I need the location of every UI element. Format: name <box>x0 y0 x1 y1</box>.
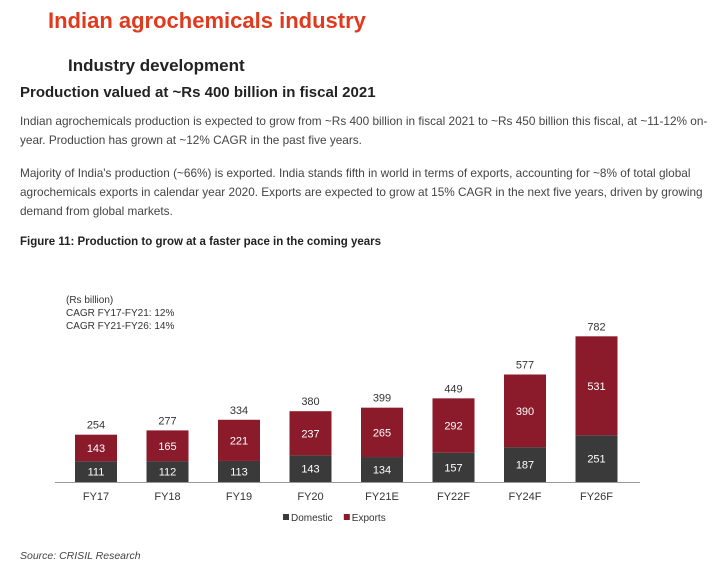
bar-domestic-fy24f <box>504 447 546 482</box>
data-label-exports: 292 <box>444 421 462 433</box>
x-tick-label: FY22F <box>437 491 470 503</box>
data-label-domestic: 111 <box>88 467 105 479</box>
data-label-domestic: 113 <box>230 466 248 478</box>
data-label-exports: 143 <box>87 443 105 455</box>
chart-unit-note: (Rs billion) <box>66 295 114 306</box>
x-tick-label: FY17 <box>83 491 109 503</box>
data-label-total: 577 <box>516 360 534 372</box>
bar-exports-fy22f <box>432 398 475 453</box>
data-label-exports: 221 <box>230 435 248 447</box>
legend-label-exports: Exports <box>352 513 386 524</box>
x-tick-label: FY24F <box>508 491 541 503</box>
data-label-exports: 165 <box>158 441 176 453</box>
bar-domestic-fy26f <box>575 435 618 482</box>
data-label-total: 380 <box>301 396 319 408</box>
data-label-total: 254 <box>87 420 105 432</box>
data-label-domestic: 251 <box>587 454 605 466</box>
paragraph-exports: Majority of India's production (~66%) is… <box>20 166 703 218</box>
x-tick-label: FY19 <box>226 491 252 503</box>
legend-swatch-exports <box>343 514 350 520</box>
chart-cagr-note-2: CAGR FY21-FY26: 14% <box>66 321 175 332</box>
legend-swatch-domestic <box>283 514 289 520</box>
legend-label-domestic: Domestic <box>291 513 333 524</box>
data-label-domestic: 187 <box>516 460 534 472</box>
bar-domestic-fy17 <box>75 461 117 482</box>
x-tick-label: FY20 <box>297 491 323 503</box>
bar-exports-fy20 <box>289 411 332 456</box>
bar-domestic-fy21e <box>361 457 403 482</box>
sub-title: Production valued at ~Rs 400 billion in … <box>20 84 376 101</box>
x-tick-label: FY21E <box>365 491 399 503</box>
main-title: Indian agrochemicals industry <box>48 8 366 33</box>
data-label-total: 449 <box>444 383 462 395</box>
chart-notes: (Rs billion) CAGR FY17-FY21: 12% CAGR FY… <box>66 294 174 333</box>
data-label-total: 782 <box>587 321 605 333</box>
data-label-domestic: 112 <box>159 467 177 479</box>
data-label-domestic: 157 <box>444 462 462 474</box>
paragraph-production: Indian agrochemicals production is expec… <box>20 114 708 147</box>
bar-domestic-fy18 <box>146 461 189 482</box>
data-label-total: 277 <box>158 415 176 427</box>
data-label-total: 399 <box>373 393 391 405</box>
bar-exports-fy18 <box>146 430 189 462</box>
data-label-exports: 390 <box>516 406 534 418</box>
bar-exports-fy21e <box>361 407 403 458</box>
figure-title: Figure 11: Production to grow at a faste… <box>20 236 382 248</box>
data-label-domestic: 134 <box>373 465 391 477</box>
data-label-domestic: 143 <box>301 464 319 476</box>
bar-exports-fy24f <box>504 374 546 448</box>
data-label-exports: 531 <box>587 381 605 393</box>
bar-exports-fy19 <box>218 419 260 461</box>
x-tick-label: FY18 <box>154 491 180 503</box>
bar-domestic-fy22f <box>432 452 475 482</box>
bar-exports-fy17 <box>75 434 117 462</box>
data-label-exports: 265 <box>373 427 391 439</box>
bar-exports-fy26f <box>575 336 618 436</box>
data-label-total: 334 <box>230 405 248 417</box>
chart-cagr-note-1: CAGR FY17-FY21: 12% <box>66 308 175 319</box>
bar-domestic-fy19 <box>218 460 260 482</box>
section-title: Industry development <box>68 56 245 75</box>
source-note: Source: CRISIL Research <box>20 550 141 562</box>
bar-domestic-fy20 <box>289 455 332 482</box>
x-tick-label: FY26F <box>580 491 613 503</box>
data-label-exports: 237 <box>301 428 319 440</box>
